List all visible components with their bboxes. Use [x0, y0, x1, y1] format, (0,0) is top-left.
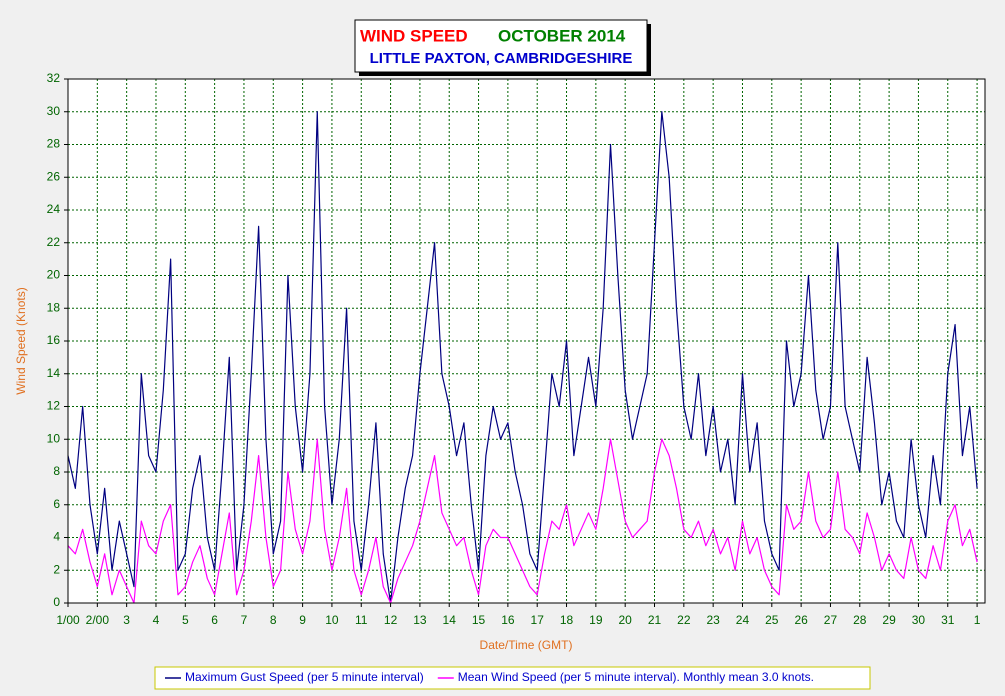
- x-tick-label: 25: [765, 613, 779, 627]
- y-tick-label: 30: [47, 104, 61, 118]
- y-tick-label: 10: [47, 431, 61, 445]
- x-tick-label: 6: [211, 613, 218, 627]
- series-lines: [67, 111, 978, 604]
- y-tick-label: 22: [47, 235, 61, 249]
- x-tick-label: 22: [677, 613, 691, 627]
- chart-subtitle: LITTLE PAXTON, CAMBRIDGESHIRE: [370, 50, 633, 67]
- x-tick-label: 27: [824, 613, 838, 627]
- x-tick-label: 21: [648, 613, 662, 627]
- legend-box: [154, 666, 871, 690]
- series-line: [67, 438, 978, 604]
- y-tick-label: 24: [47, 202, 61, 216]
- y-tick-label: 16: [47, 333, 61, 347]
- y-tick-label: 0: [53, 595, 60, 609]
- y-tick-label: 32: [47, 71, 61, 85]
- x-tick-label: 11: [355, 613, 368, 627]
- x-tick-label: 4: [153, 613, 160, 627]
- x-tick-label: 28: [853, 613, 867, 627]
- y-tick-label: 4: [53, 530, 60, 544]
- x-tick-label: 10: [325, 613, 339, 627]
- y-tick-label: 2: [53, 562, 60, 576]
- x-tick-label: 8: [270, 613, 277, 627]
- y-axis-label: Wind Speed (Knots): [14, 287, 28, 394]
- x-tick-label: 20: [618, 613, 632, 627]
- y-tick-label: 28: [47, 137, 61, 151]
- x-tick-label: 26: [794, 613, 808, 627]
- x-axis-label: Date/Time (GMT): [480, 638, 573, 652]
- x-tick-label: 19: [589, 613, 603, 627]
- x-tick-label: 15: [472, 613, 486, 627]
- chart-title-date: OCTOBER 2014: [498, 26, 626, 45]
- x-tick-label: 1: [974, 613, 981, 627]
- x-tick-label: 9: [299, 613, 306, 627]
- legend: Maximum Gust Speed (per 5 minute interva…: [165, 670, 814, 684]
- y-tick-label: 26: [47, 169, 61, 183]
- x-tick-label: 2/00: [86, 613, 110, 627]
- x-tick-label: 5: [182, 613, 189, 627]
- legend-label: Maximum Gust Speed (per 5 minute interva…: [185, 670, 424, 684]
- legend-label: Mean Wind Speed (per 5 minute interval).…: [458, 670, 814, 684]
- x-tick-label: 23: [706, 613, 720, 627]
- x-tick-label: 7: [241, 613, 248, 627]
- x-tick-label: 29: [882, 613, 896, 627]
- x-tick-label: 31: [941, 613, 955, 627]
- x-tick-label: 30: [912, 613, 926, 627]
- chart-title: WIND SPEED: [360, 26, 468, 45]
- x-tick-label: 24: [736, 613, 750, 627]
- x-tick-label: 12: [384, 613, 398, 627]
- x-tick-label: 16: [501, 613, 515, 627]
- y-tick-label: 8: [53, 464, 60, 478]
- y-tick-label: 14: [47, 366, 61, 380]
- title-box: [354, 19, 648, 73]
- x-tick-label: 1/00: [56, 613, 80, 627]
- y-tick-label: 20: [47, 268, 61, 282]
- x-tick-label: 18: [560, 613, 574, 627]
- y-tick-label: 18: [47, 300, 61, 314]
- x-tick-label: 17: [531, 613, 545, 627]
- y-tick-label: 6: [53, 497, 60, 511]
- y-tick-label: 12: [47, 399, 61, 413]
- x-tick-label: 3: [123, 613, 130, 627]
- x-tick-label: 14: [443, 613, 457, 627]
- x-tick-label: 13: [413, 613, 427, 627]
- series-line: [67, 111, 978, 604]
